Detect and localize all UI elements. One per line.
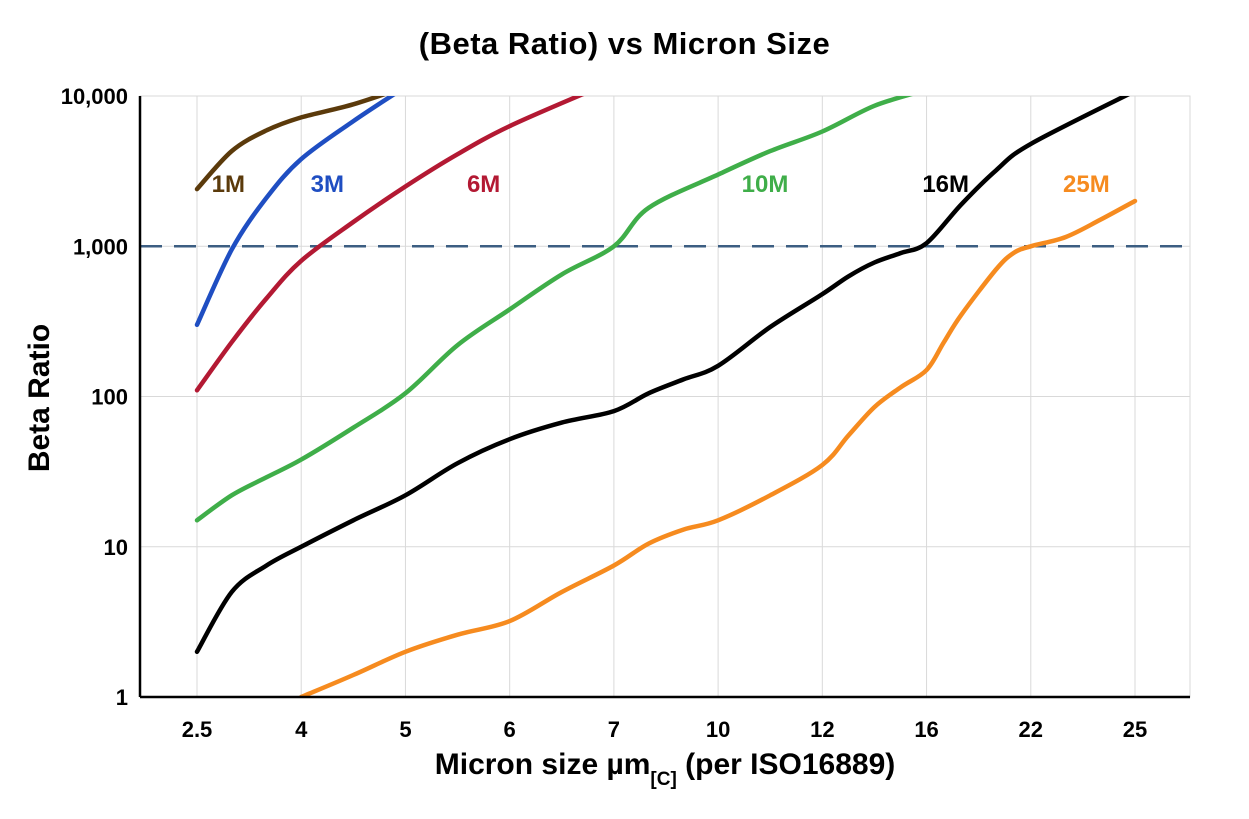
chart-title: (Beta Ratio) vs Micron Size xyxy=(418,26,831,61)
series-label-3M: 3M xyxy=(311,171,344,198)
x-tick-label: 10 xyxy=(706,717,730,742)
x-tick-label: 12 xyxy=(810,717,834,742)
y-tick-label: 100 xyxy=(91,385,128,410)
series-line-6M xyxy=(194,96,585,393)
x-tick-label: 4 xyxy=(295,717,308,742)
series-label-10M: 10M xyxy=(742,171,789,198)
gridlines xyxy=(139,95,1191,698)
x-tick-label: 16 xyxy=(914,717,938,742)
series-line-10M xyxy=(194,96,913,523)
series-label-16M: 16M xyxy=(922,171,969,198)
x-tick-label: 5 xyxy=(399,717,411,742)
x-tick-label: 7 xyxy=(608,717,620,742)
series-line-25M xyxy=(298,198,1138,697)
y-tick-label: 1,000 xyxy=(73,234,128,259)
series-labels: 1M 3M 6M 10M 16M 25M xyxy=(212,171,1110,198)
y-tick-label: 1 xyxy=(116,685,128,710)
series-label-6M: 6M xyxy=(467,171,500,198)
x-axis-label: Micron size µm[C] (per ISO16889) xyxy=(434,748,896,790)
series-label-1M: 1M xyxy=(212,171,245,198)
x-tick-label: 22 xyxy=(1019,717,1043,742)
series-line-3M xyxy=(194,96,396,328)
x-axis-label-suffix: (per ISO16889) xyxy=(676,748,896,781)
x-tick-labels: 2.5 4 5 6 7 10 12 16 22 25 xyxy=(182,717,1148,742)
y-tick-label: 10,000 xyxy=(61,84,128,109)
x-tick-label: 2.5 xyxy=(182,717,213,742)
series-label-25M: 25M xyxy=(1063,171,1110,198)
x-axis-label-subscript: [C] xyxy=(650,769,677,790)
y-tick-labels: 1 10 100 1,000 10,000 xyxy=(61,84,128,710)
x-tick-label: 25 xyxy=(1123,717,1147,742)
series-curves xyxy=(194,96,1138,697)
x-tick-label: 6 xyxy=(504,717,516,742)
series-line-1M xyxy=(194,96,386,192)
x-axis-label-main: Micron size µm xyxy=(434,748,651,781)
y-tick-label: 10 xyxy=(104,535,128,560)
series-line-16M xyxy=(194,96,1131,655)
